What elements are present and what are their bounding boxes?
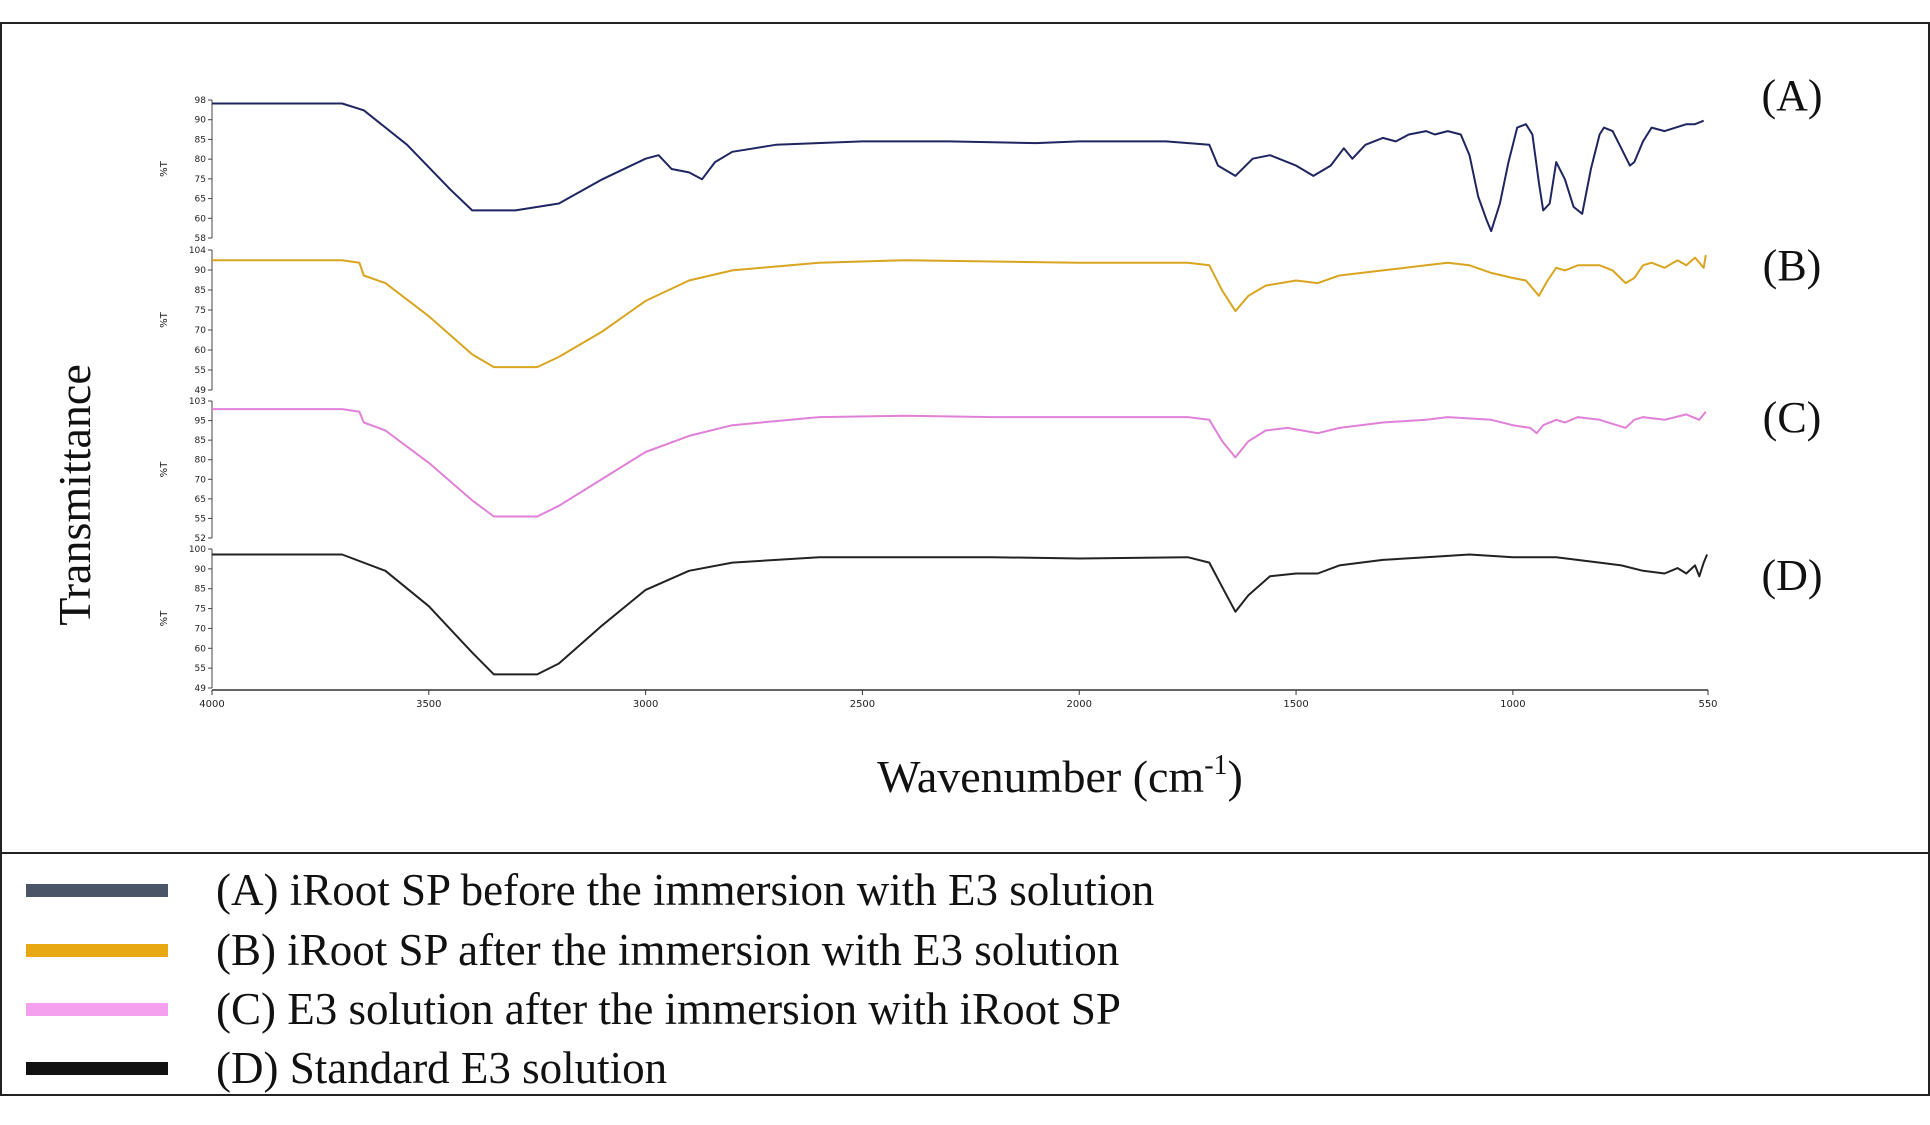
series-tag-b: (B) <box>1763 241 1822 290</box>
panel-y-tick-label-d-3: 75 <box>195 605 206 615</box>
legend-item-c: (C) E3 solution after the immersion with… <box>22 981 1121 1037</box>
legend-swatch-b <box>26 943 168 957</box>
x-axis: 4000 3500 3000 2500 2000 1500 1000 550 <box>199 689 1718 710</box>
panel-y-tick-label-a-6: 60 <box>195 214 207 224</box>
panel-y-tick-label-c-0: 103 <box>189 397 206 407</box>
panel-y-tick-label-b-0: 104 <box>189 246 206 256</box>
panel-y-tick-label-a-5: 65 <box>195 195 206 205</box>
spectrum-line-b <box>212 254 1707 369</box>
spectra-plot: Transmittance 4000 3500 3000 2500 2000 1500 10… <box>49 71 1823 802</box>
legend-item-b: (B) iRoot SP after the immersion with E3… <box>22 922 1119 978</box>
panel-y-tick-label-b-2: 85 <box>195 286 206 296</box>
panel-y-tick-label-a-0: 98 <box>195 96 207 106</box>
x-tick-label-2500: 2500 <box>850 699 875 710</box>
legend-item-a: (A) iRoot SP before the immersion with E… <box>22 862 1154 918</box>
legend-label-c: (C) E3 solution after the immersion with… <box>216 983 1121 1034</box>
series-panel-b: 104 90 85 75 70 60 55 49 %T (B) <box>159 241 1821 396</box>
x-axis-label-close: ) <box>1228 751 1243 802</box>
panel-y-tick-label-b-3: 75 <box>195 306 206 316</box>
x-tick-label-4000: 4000 <box>199 699 224 710</box>
panel-y-tick-label-b-4: 70 <box>195 326 207 336</box>
panel-y-tick-label-c-5: 65 <box>195 495 206 505</box>
panel-y-label-a: %T <box>159 160 170 177</box>
series-group: 98 90 85 80 75 65 60 58 %T (A) 104 90 85 75 70 60 55 49 %T… <box>159 71 1823 694</box>
legend-swatch-c <box>26 1002 168 1016</box>
series-panel-a: 98 90 85 80 75 65 60 58 %T (A) <box>159 71 1823 244</box>
legend-item-d: (D) Standard E3 solution <box>22 1040 667 1096</box>
x-tick-label-550: 550 <box>1698 699 1717 710</box>
panel-y-tick-label-a-1: 90 <box>195 116 207 126</box>
x-axis-label: Wavenumber (cm-1) <box>877 750 1243 802</box>
x-tick-label-2000: 2000 <box>1067 699 1092 710</box>
legend-swatch-a <box>26 883 168 897</box>
panel-y-tick-label-a-4: 75 <box>195 175 206 185</box>
y-axis-label: Transmittance <box>49 364 100 626</box>
legend-label-d: (D) Standard E3 solution <box>216 1042 668 1093</box>
legend-label-b: (B) iRoot SP after the immersion with E3… <box>216 924 1120 975</box>
panel-y-tick-label-a-3: 80 <box>195 155 207 165</box>
legend-label-a: (A) iRoot SP before the immersion with E… <box>216 864 1155 915</box>
x-tick-label-3500: 3500 <box>416 699 441 710</box>
legend-swatch-d <box>26 1061 168 1075</box>
x-tick-label-1500: 1500 <box>1283 699 1308 710</box>
panel-y-tick-label-d-6: 55 <box>195 664 206 674</box>
series-tag-a: (A) <box>1761 71 1822 120</box>
panel-y-tick-label-b-1: 90 <box>195 266 207 276</box>
panel-y-tick-label-c-2: 85 <box>195 436 206 446</box>
spectrum-line-c <box>212 408 1707 518</box>
panel-y-tick-label-c-6: 55 <box>195 514 206 524</box>
panel-y-tick-label-a-7: 58 <box>195 234 207 244</box>
legend-frame <box>0 852 1930 1096</box>
series-panel-d: 100 90 85 75 70 60 55 49 %T (D) <box>159 545 1823 694</box>
spectrum-line-a <box>212 102 1705 233</box>
panel-y-tick-label-c-7: 52 <box>195 534 206 544</box>
series-panel-c: 103 95 85 80 70 65 55 52 %T (C) <box>159 393 1821 544</box>
spectrum-line-d <box>212 553 1709 676</box>
x-axis-label-superscript: -1 <box>1204 750 1227 781</box>
panel-y-tick-label-b-7: 49 <box>195 386 207 396</box>
panel-y-tick-label-d-0: 100 <box>189 545 206 555</box>
x-tick-label-1000: 1000 <box>1500 699 1525 710</box>
panel-y-tick-label-b-6: 55 <box>195 366 206 376</box>
panel-y-tick-label-d-1: 90 <box>195 565 207 575</box>
panel-y-tick-label-d-2: 85 <box>195 585 206 595</box>
panel-y-tick-label-d-5: 60 <box>195 644 207 654</box>
panel-y-tick-label-a-2: 85 <box>195 135 206 145</box>
x-tick-label-3000: 3000 <box>633 699 658 710</box>
panel-y-label-c: %T <box>159 461 170 478</box>
panel-y-label-d: %T <box>159 610 170 627</box>
panel-y-tick-label-c-4: 70 <box>195 475 207 485</box>
panel-y-tick-label-d-4: 70 <box>195 624 207 634</box>
panel-y-label-b: %T <box>159 311 170 328</box>
series-tag-d: (D) <box>1761 551 1822 600</box>
series-tag-c: (C) <box>1763 393 1822 442</box>
panel-y-tick-label-c-1: 95 <box>195 417 206 427</box>
x-axis-label-text: Wavenumber (cm <box>877 751 1204 802</box>
panel-y-tick-label-d-7: 49 <box>195 684 207 694</box>
panel-y-tick-label-c-3: 80 <box>195 456 207 466</box>
panel-y-tick-label-b-5: 60 <box>195 346 207 356</box>
